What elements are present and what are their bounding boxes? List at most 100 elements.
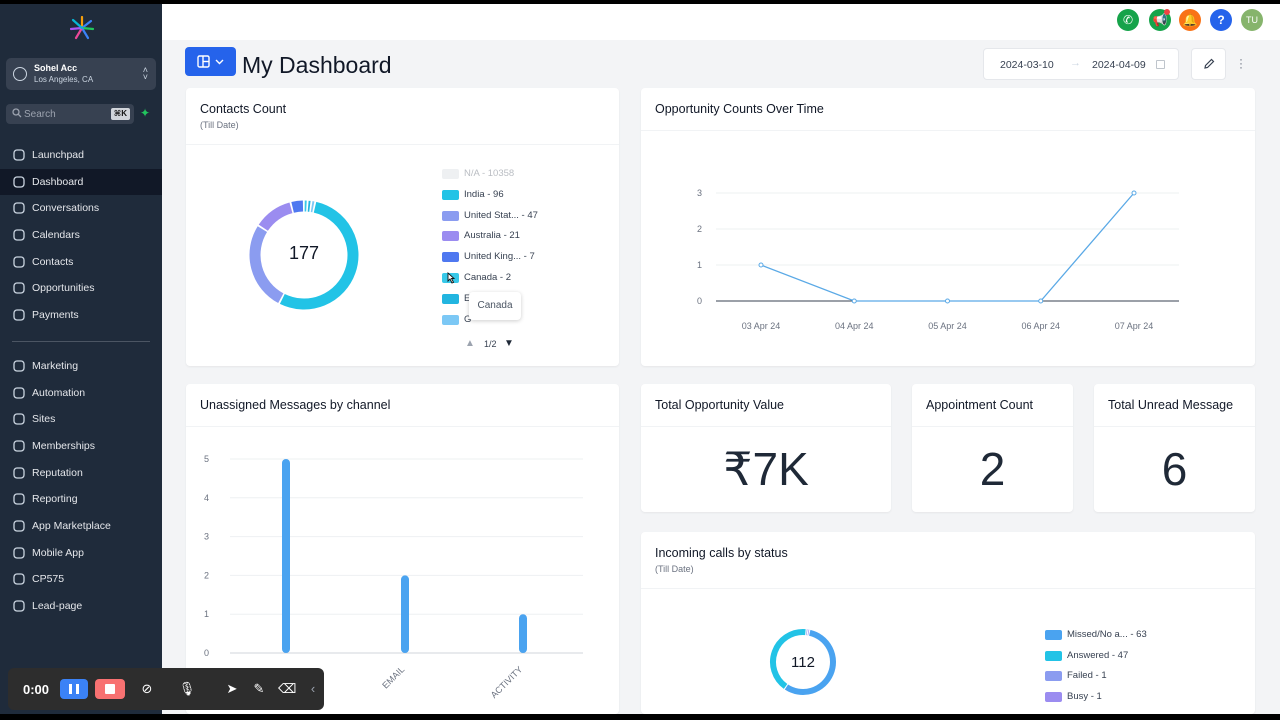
cloud-icon	[12, 572, 26, 586]
bar[interactable]	[282, 459, 290, 653]
pen-icon[interactable]: ✎	[253, 681, 265, 696]
star-icon	[12, 466, 26, 480]
sidebar-item-label: Launchpad	[32, 149, 84, 161]
search-placeholder: Search	[24, 109, 56, 120]
sidebar-item-dashboard[interactable]: Dashboard	[0, 169, 162, 195]
phone-icon[interactable]: ✆	[1117, 9, 1139, 31]
trend-icon	[12, 492, 26, 506]
legend-swatch	[1045, 630, 1062, 640]
sidebar-item-reputation[interactable]: Reputation	[0, 460, 162, 486]
app-frame: Sohel Acc Los Angeles, CA ˄ ˅ Search ⌘K ✦…	[0, 4, 1280, 714]
incoming-calls-card: Incoming calls by status (Till Date) 112…	[641, 532, 1255, 714]
legend-swatch	[442, 231, 459, 242]
help-icon[interactable]: ?	[1210, 9, 1232, 31]
x-tick-label: EMAIL	[380, 664, 406, 690]
donut-slice[interactable]	[279, 201, 359, 310]
y-tick-label: 0	[697, 296, 702, 306]
sidebar-item-calendars[interactable]: Calendars	[0, 222, 162, 248]
stop-button[interactable]	[95, 679, 125, 699]
legend-next-arrow[interactable]: ▼	[504, 338, 514, 349]
contacts-count-card: Contacts Count (Till Date) 177 N/A - 103…	[186, 88, 619, 366]
donut-slice[interactable]	[249, 226, 284, 304]
pencil-icon	[1204, 58, 1215, 69]
sidebar-item-app-marketplace[interactable]: App Marketplace	[0, 513, 162, 539]
date-range-picker[interactable]: 2024-03-10 → 2024-04-09	[983, 48, 1179, 80]
card-title: Total Unread Message	[1108, 398, 1234, 412]
rocket-icon	[12, 148, 26, 162]
calls-total: 112	[791, 654, 815, 671]
account-name: Sohel Acc	[34, 63, 78, 73]
search-input[interactable]: Search ⌘K	[6, 104, 134, 124]
pointer-icon[interactable]: ➤	[226, 681, 238, 696]
contacts-total: 177	[288, 243, 320, 263]
sidebar-item-label: Contacts	[32, 256, 74, 268]
calls-donut-chart	[770, 629, 836, 695]
edit-dashboard-button[interactable]	[1191, 48, 1226, 80]
sidebar-item-payments[interactable]: Payments	[0, 302, 162, 328]
sites-icon	[12, 412, 26, 426]
x-tick-label: ACTIVITY	[489, 664, 525, 700]
sidebar-item-mobile-app[interactable]: Mobile App	[0, 540, 162, 566]
user-icon	[12, 599, 26, 613]
x-tick-label: 04 Apr 24	[835, 321, 874, 331]
mic-off-icon[interactable]: 🎙	[178, 681, 196, 696]
donut-slice[interactable]	[258, 202, 293, 232]
sidebar-item-label: Opportunities	[32, 282, 95, 294]
sidebar-item-reporting[interactable]: Reporting	[0, 486, 162, 512]
collapse-chevron-icon[interactable]: ‹	[310, 681, 316, 696]
network-icon	[12, 281, 26, 295]
legend-label: E	[464, 292, 471, 304]
bell-icon[interactable]: 🔔	[1179, 9, 1201, 31]
card-title: Opportunity Counts Over Time	[655, 102, 824, 116]
account-switcher[interactable]: Sohel Acc Los Angeles, CA ˄ ˅	[6, 58, 156, 90]
apps-icon	[12, 519, 26, 533]
sidebar-item-launchpad[interactable]: Launchpad	[0, 142, 162, 168]
donut-slice[interactable]	[291, 200, 304, 213]
sidebar-item-label: Memberships	[32, 440, 96, 452]
y-tick-label: 2	[204, 570, 209, 580]
sidebar-item-automation[interactable]: Automation	[0, 380, 162, 406]
recording-timer: 0:00	[23, 682, 50, 697]
sidebar-item-conversations[interactable]: Conversations	[0, 195, 162, 221]
top-bar	[162, 4, 1280, 40]
sidebar-item-label: Reputation	[32, 467, 83, 479]
sidebar-item-lead-page[interactable]: Lead-page	[0, 593, 162, 619]
sidebar-item-memberships[interactable]: Memberships	[0, 433, 162, 459]
card-title: Incoming calls by status	[655, 546, 788, 560]
eraser-icon[interactable]: ⌫	[278, 681, 297, 696]
more-vertical-icon[interactable]: · · ·	[1239, 52, 1243, 74]
dashboard-switcher-button[interactable]	[185, 47, 236, 76]
sidebar-item-sites[interactable]: Sites	[0, 406, 162, 432]
legend-label: N/A - 10358	[464, 168, 515, 179]
card-divider	[912, 426, 1073, 427]
sparkle-icon[interactable]: ✦	[140, 106, 151, 120]
sidebar-item-marketing[interactable]: Marketing	[0, 353, 162, 379]
legend-swatch	[442, 314, 459, 325]
legend-prev-arrow[interactable]: ▲	[465, 338, 475, 349]
legend-swatch	[1045, 671, 1062, 682]
layout-icon	[197, 55, 210, 68]
bar[interactable]	[519, 614, 527, 653]
camera-off-icon[interactable]: ⊘	[141, 681, 153, 696]
card-divider	[641, 130, 1255, 131]
search-icon	[12, 108, 22, 118]
sidebar-item-contacts[interactable]: Contacts	[0, 249, 162, 275]
donut-slice[interactable]	[770, 629, 806, 689]
legend-tooltip: Canada	[469, 292, 521, 320]
award-icon	[12, 439, 26, 453]
automation-icon	[12, 386, 26, 400]
total-opportunity-value-card: Total Opportunity Value ₹7K	[641, 384, 891, 512]
bar[interactable]	[401, 575, 409, 653]
sidebar-item-opportunities[interactable]: Opportunities	[0, 275, 162, 301]
pause-button[interactable]	[60, 679, 88, 699]
user-avatar[interactable]: TU	[1241, 9, 1263, 31]
card-divider	[186, 426, 619, 427]
sidebar-divider	[12, 341, 150, 342]
y-tick-label: 3	[697, 188, 702, 198]
calendar-icon	[12, 228, 26, 242]
sidebar-item-label: Reporting	[32, 493, 78, 505]
legend-swatch	[1045, 692, 1062, 703]
sidebar-item-cp575[interactable]: CP575	[0, 566, 162, 592]
donut-slice[interactable]	[784, 629, 836, 695]
phone-icon	[12, 546, 26, 560]
